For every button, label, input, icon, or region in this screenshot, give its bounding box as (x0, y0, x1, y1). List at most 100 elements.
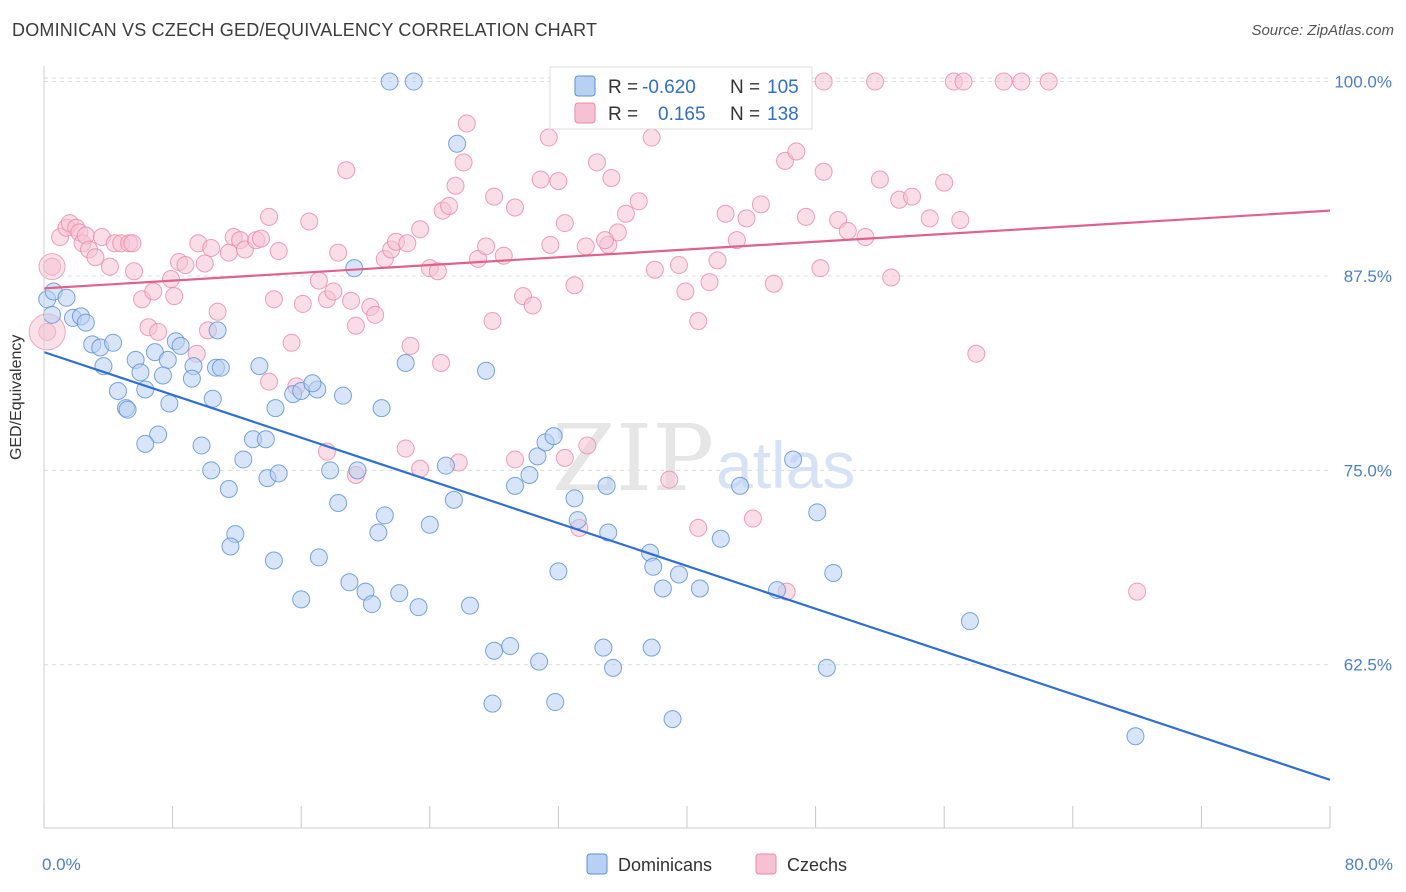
dominican-point (303, 374, 322, 393)
czech-point (920, 209, 939, 228)
czech-point (596, 231, 615, 250)
czech-point (523, 296, 542, 315)
dominican-point (711, 529, 730, 548)
dominican-point (203, 389, 222, 408)
dominican-point (269, 464, 288, 483)
czech-point (252, 229, 271, 248)
y-tick-label: 87.5% (1344, 267, 1392, 286)
czech-point (195, 254, 214, 273)
dominican-point (505, 476, 524, 495)
czech-point (814, 72, 833, 91)
dominicans-trend-line (43, 351, 1331, 781)
czech-point (708, 251, 727, 270)
czech-point (329, 243, 348, 262)
dominican-point (362, 595, 381, 614)
czech-point (165, 287, 184, 306)
czechs-points (28, 72, 1147, 601)
dominican-point (76, 313, 95, 332)
czech-point (616, 204, 635, 223)
dominican-point (501, 637, 520, 656)
dominican-point (182, 369, 201, 388)
dominican-point (731, 476, 750, 495)
czech-point (578, 436, 597, 455)
dominican-point (444, 490, 463, 509)
czech-point (342, 291, 361, 310)
czech-point (1012, 72, 1031, 91)
dominican-point (192, 436, 211, 455)
dominicans-swatch (574, 75, 596, 97)
czech-point (337, 161, 356, 180)
dominican-point (597, 476, 616, 495)
czech-point (727, 231, 746, 250)
dominican-point (546, 693, 565, 712)
dominican-point (642, 638, 661, 657)
dominican-point (264, 551, 283, 570)
czech-point (555, 448, 574, 467)
czechs-swatch (574, 102, 596, 124)
dominican-point (404, 72, 423, 91)
czech-point (954, 72, 973, 91)
trend-lines (43, 209, 1331, 781)
dominican-point (663, 710, 682, 729)
dominican-point (329, 493, 348, 512)
czech-point (565, 276, 584, 295)
czech-point (743, 509, 762, 528)
dominican-point (436, 456, 455, 475)
czech-point (208, 302, 227, 321)
dominican-point (390, 584, 409, 603)
dominican-point (171, 336, 190, 355)
czech-point (811, 259, 830, 278)
legend-dominicans-swatch (586, 853, 608, 875)
dominican-point (131, 363, 150, 382)
czech-point (676, 282, 695, 301)
czech-point (642, 128, 661, 147)
dominican-point (202, 461, 221, 480)
series-legend: Dominicans Czechs (586, 853, 847, 875)
czech-point (269, 242, 288, 261)
legend-n-value-2: 138 (767, 104, 799, 125)
czech-point (260, 372, 279, 391)
czech-point (814, 162, 833, 181)
czech-point (838, 221, 857, 240)
dominican-point (57, 288, 76, 307)
dominican-point (568, 511, 587, 530)
czech-point (483, 312, 502, 331)
czech-point (100, 257, 119, 276)
czech-point (660, 470, 679, 489)
dominican-point (604, 658, 623, 677)
stats-legend: R = -0.620 N = 105 R = 0.165 N = 138 (549, 66, 813, 130)
czech-point (300, 212, 319, 231)
y-tick-label: 75.0% (1344, 461, 1392, 480)
dominican-point (266, 399, 285, 418)
czech-point (454, 153, 473, 172)
dominican-point (960, 612, 979, 631)
dominican-point (420, 515, 439, 534)
czech-point (870, 170, 889, 189)
czech-point (202, 238, 221, 257)
czech-point (260, 207, 279, 226)
legend-czechs-swatch (755, 853, 777, 875)
czech-point (856, 228, 875, 247)
legend-r-value-1: -0.620 (642, 77, 696, 98)
czech-point (587, 153, 606, 172)
dominican-point (599, 523, 618, 542)
czech-point (716, 204, 735, 223)
dominican-point (784, 450, 803, 469)
dominican-point (1126, 727, 1145, 746)
legend-n-label-1: N = (730, 77, 760, 98)
czech-point (882, 268, 901, 287)
x-tick-label: 0.0% (42, 855, 81, 874)
dominican-point (530, 652, 549, 671)
czech-point (539, 128, 558, 147)
dominican-point (460, 596, 479, 615)
czech-point (787, 142, 806, 161)
czech-point (38, 253, 66, 281)
czech-point (994, 72, 1013, 91)
dominican-point (104, 333, 123, 352)
czech-point (161, 270, 180, 289)
dominican-point (380, 72, 399, 91)
y-tick-label: 100.0% (1334, 73, 1392, 92)
czech-point (86, 248, 105, 267)
czech-point (576, 237, 595, 256)
